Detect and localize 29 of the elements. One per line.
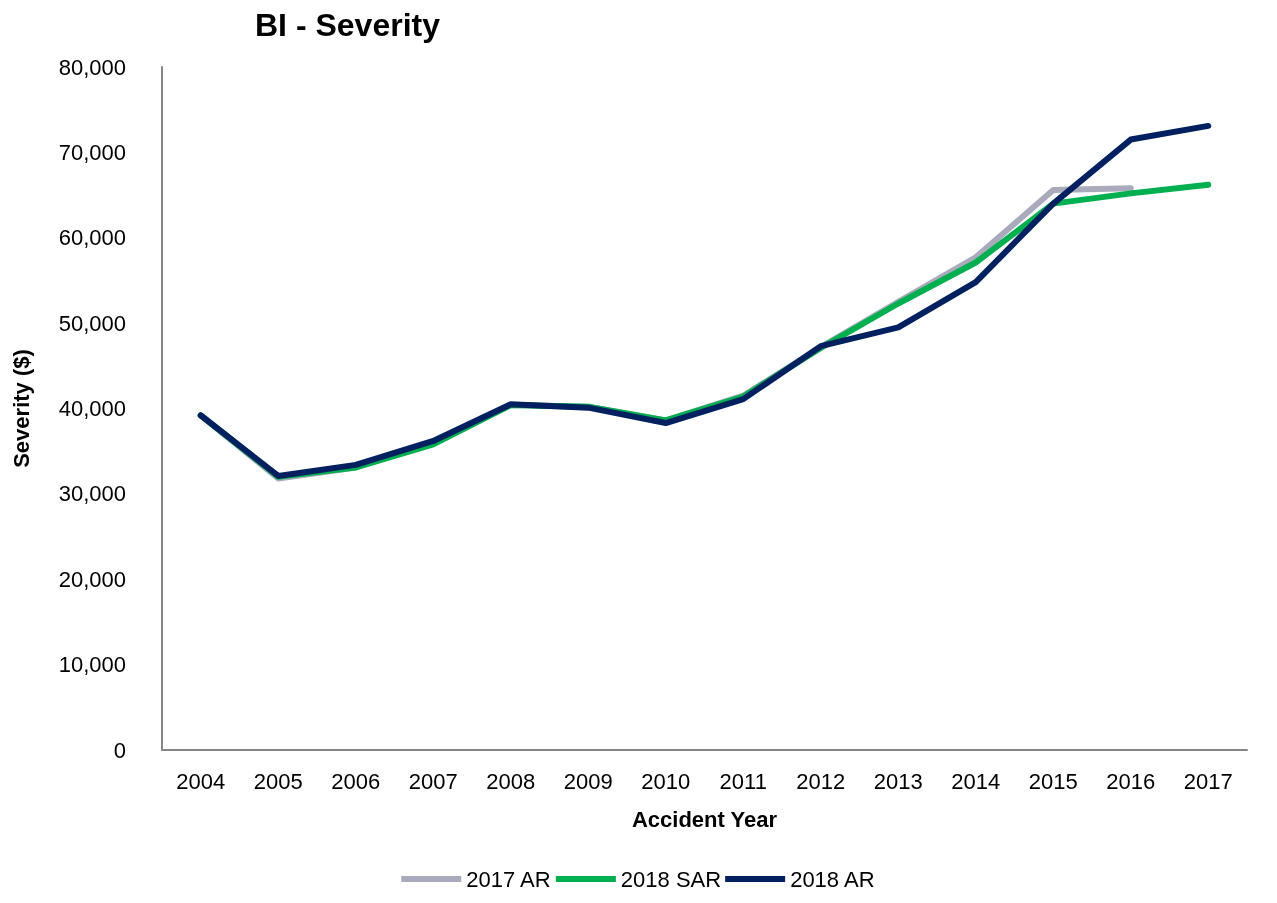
x-axis-title: Accident Year bbox=[631, 806, 778, 832]
x-tick-label: 2016 bbox=[1106, 768, 1156, 794]
y-tick-label: 0 bbox=[113, 737, 126, 763]
x-tick-label: 2017 bbox=[1183, 768, 1233, 794]
y-tick-label: 80,000 bbox=[58, 54, 126, 80]
x-tick-label: 2007 bbox=[408, 768, 458, 794]
x-tick-label: 2015 bbox=[1028, 768, 1078, 794]
x-tick-label: 2010 bbox=[641, 768, 691, 794]
legend-label: 2018 SAR bbox=[620, 866, 722, 892]
x-tick-label: 2014 bbox=[951, 768, 1001, 794]
y-tick-label: 60,000 bbox=[58, 225, 126, 251]
legend-label: 2018 AR bbox=[790, 866, 875, 892]
x-tick-label: 2013 bbox=[873, 768, 923, 794]
y-tick-label: 70,000 bbox=[58, 139, 126, 165]
x-tick-label: 2005 bbox=[253, 768, 303, 794]
y-tick-label: 50,000 bbox=[58, 310, 126, 336]
x-tick-label: 2008 bbox=[486, 768, 536, 794]
x-tick-label: 2004 bbox=[176, 768, 226, 794]
y-tick-label: 10,000 bbox=[58, 652, 126, 678]
y-tick-label: 40,000 bbox=[58, 396, 126, 421]
x-tick-label: 2011 bbox=[719, 768, 767, 794]
x-tick-label: 2009 bbox=[563, 768, 613, 794]
legend-label: 2017 AR bbox=[466, 866, 551, 892]
y-axis-title: Severity ($) bbox=[8, 349, 34, 468]
y-tick-label: 30,000 bbox=[58, 481, 126, 507]
y-tick-label: 20,000 bbox=[58, 566, 126, 592]
chart-title: BI - Severity bbox=[255, 7, 441, 43]
x-tick-label: 2006 bbox=[331, 768, 381, 794]
x-tick-label: 2012 bbox=[796, 768, 846, 794]
